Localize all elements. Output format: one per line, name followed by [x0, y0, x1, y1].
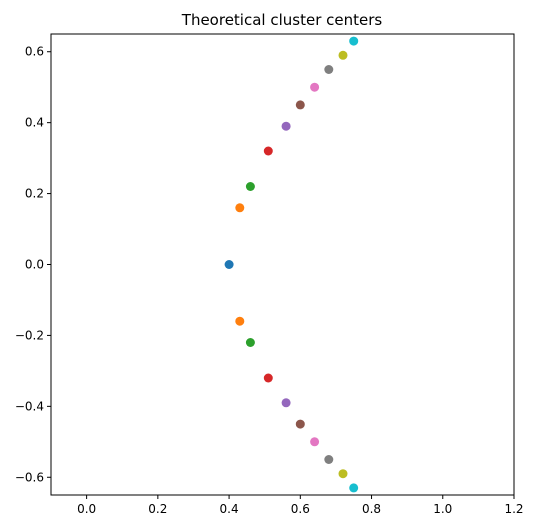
- data-point: [296, 420, 305, 429]
- y-tick-label: 0.2: [25, 187, 44, 201]
- data-point: [349, 37, 358, 46]
- data-point: [324, 65, 333, 74]
- chart-title: Theoretical cluster centers: [181, 11, 383, 29]
- y-tick-label: −0.6: [15, 470, 44, 484]
- data-point: [282, 122, 291, 131]
- data-point: [264, 147, 273, 156]
- data-point: [282, 398, 291, 407]
- data-point: [310, 437, 319, 446]
- data-point: [246, 338, 255, 347]
- data-point: [339, 469, 348, 478]
- x-tick-label: 1.2: [504, 502, 523, 516]
- data-point: [339, 51, 348, 60]
- data-point: [225, 260, 234, 269]
- data-point: [264, 374, 273, 383]
- y-tick-label: −0.4: [15, 399, 44, 413]
- x-tick-label: 0.0: [77, 502, 96, 516]
- x-tick-label: 0.2: [148, 502, 167, 516]
- data-point: [235, 203, 244, 212]
- data-point: [235, 317, 244, 326]
- x-tick-label: 0.8: [362, 502, 381, 516]
- x-tick-label: 1.0: [433, 502, 452, 516]
- data-point: [310, 83, 319, 92]
- y-tick-label: 0.4: [25, 116, 44, 130]
- y-tick-label: 0.0: [25, 258, 44, 272]
- data-point: [349, 483, 358, 492]
- x-tick-label: 0.4: [220, 502, 239, 516]
- data-point: [324, 455, 333, 464]
- data-point: [296, 100, 305, 109]
- y-tick-label: 0.6: [25, 45, 44, 59]
- x-tick-label: 0.6: [291, 502, 310, 516]
- y-tick-label: −0.2: [15, 328, 44, 342]
- data-point: [246, 182, 255, 191]
